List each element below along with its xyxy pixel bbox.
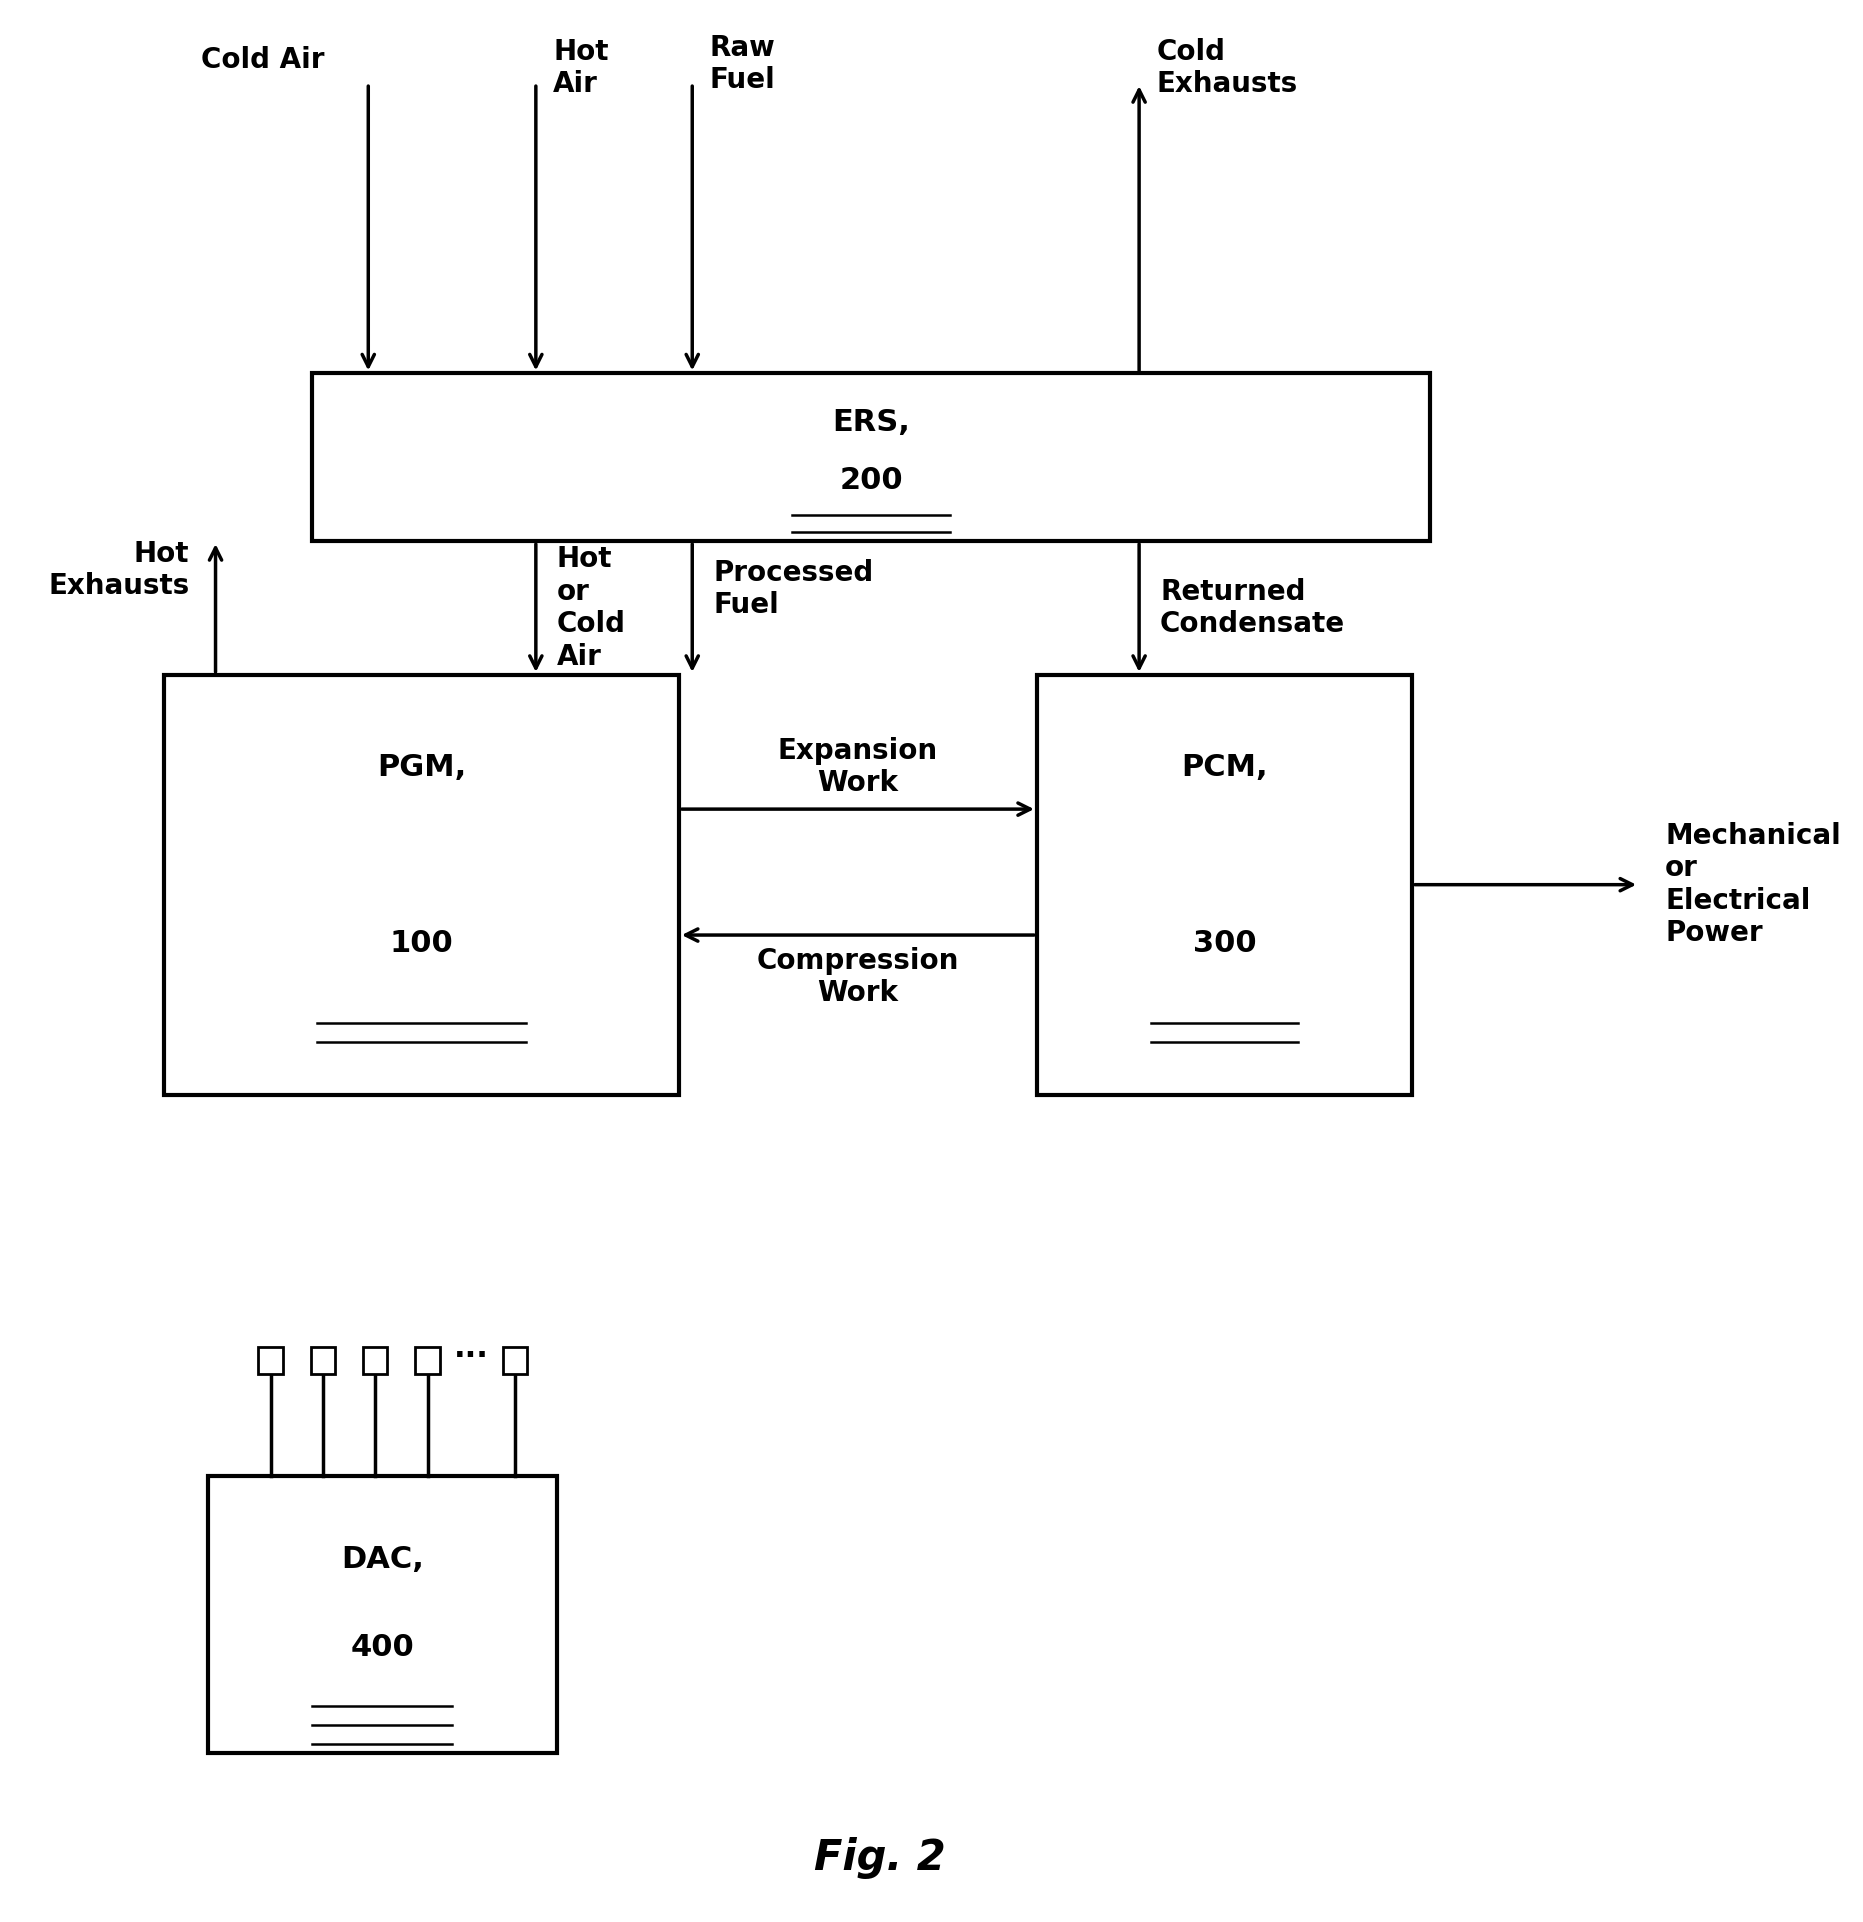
Text: 400: 400: [350, 1634, 414, 1663]
Text: Processed
Fuel: Processed Fuel: [714, 559, 874, 619]
Bar: [313, 373, 1429, 542]
Text: 100: 100: [389, 928, 453, 957]
Bar: [1038, 675, 1412, 1094]
Text: Hot
or
Cold
Air: Hot or Cold Air: [557, 546, 626, 671]
Text: Raw
Fuel: Raw Fuel: [710, 35, 775, 94]
Text: DAC,: DAC,: [341, 1545, 423, 1574]
Bar: [207, 1476, 557, 1753]
Text: Fig. 2: Fig. 2: [814, 1837, 946, 1880]
Bar: [363, 1347, 388, 1374]
Text: Hot
Air: Hot Air: [553, 38, 609, 98]
Bar: [259, 1347, 283, 1374]
Text: PGM,: PGM,: [376, 753, 466, 782]
Text: Mechanical
or
Electrical
Power: Mechanical or Electrical Power: [1666, 823, 1841, 948]
Text: 200: 200: [838, 465, 904, 494]
Bar: [311, 1347, 335, 1374]
Text: Hot
Exhausts: Hot Exhausts: [48, 540, 190, 600]
Text: ...: ...: [455, 1334, 488, 1363]
Text: Cold Air: Cold Air: [201, 46, 324, 75]
Text: ERS,: ERS,: [833, 407, 909, 438]
Text: 300: 300: [1192, 928, 1256, 957]
Text: Expansion
Work: Expansion Work: [779, 736, 937, 798]
Text: Cold
Exhausts: Cold Exhausts: [1157, 38, 1299, 98]
Text: PCM,: PCM,: [1181, 753, 1269, 782]
Text: Compression
Work: Compression Work: [756, 948, 959, 1007]
Bar: [415, 1347, 440, 1374]
Text: Returned
Condensate: Returned Condensate: [1161, 579, 1345, 638]
Bar: [164, 675, 678, 1094]
Bar: [503, 1347, 527, 1374]
